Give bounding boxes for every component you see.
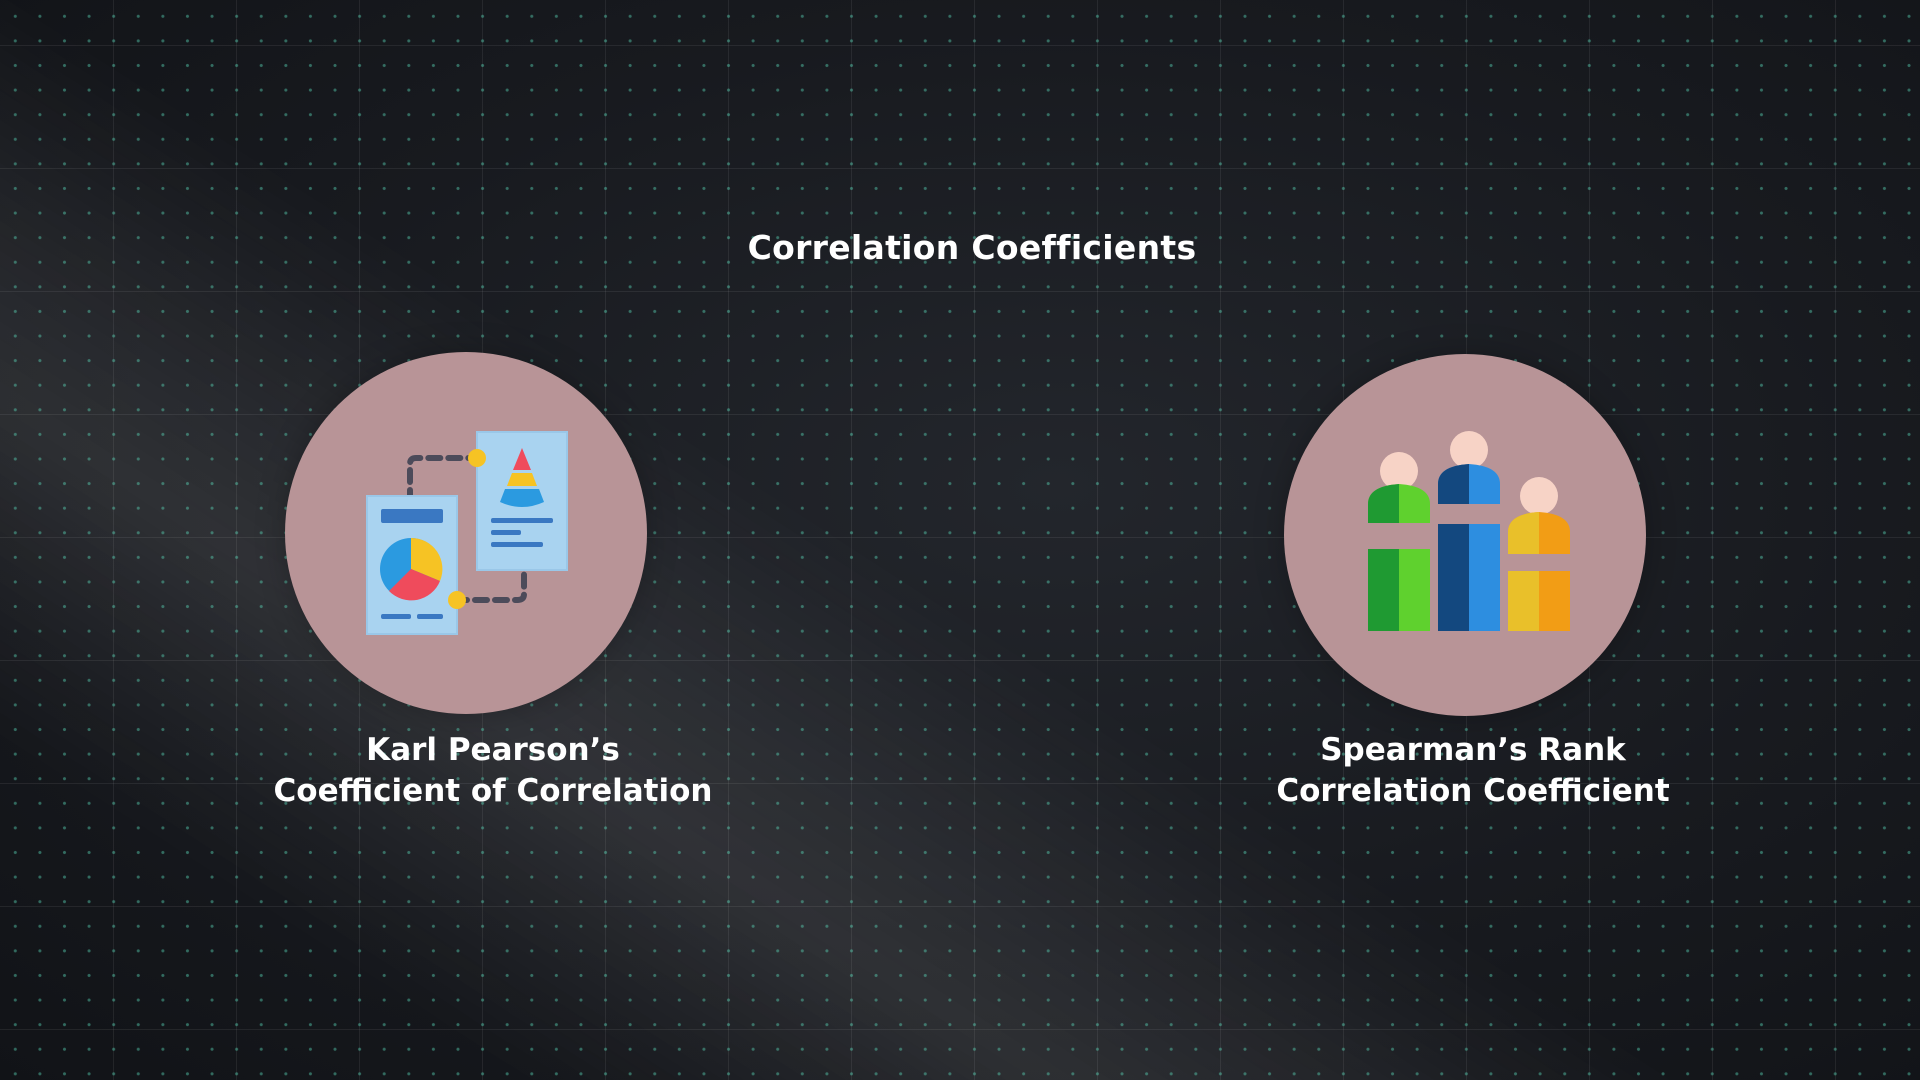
pearson-circle [285, 352, 647, 714]
pearson-label-line1: Karl Pearson’s [366, 732, 620, 768]
pearson-label: Karl Pearson’s Coefficient of Correlatio… [243, 730, 743, 812]
spearman-circle [1284, 354, 1646, 716]
spearman-label: Spearman’s Rank Correlation Coefficient [1223, 730, 1723, 812]
document-charts-icon [366, 431, 568, 635]
spearman-label-line1: Spearman’s Rank [1320, 732, 1626, 768]
pearson-label-line2: Coefficient of Correlation [273, 773, 713, 809]
people-ranking-bars-icon [1368, 431, 1570, 631]
slide-title: Correlation Coefficients [747, 228, 1197, 267]
spearman-label-line2: Correlation Coefficient [1276, 773, 1670, 809]
